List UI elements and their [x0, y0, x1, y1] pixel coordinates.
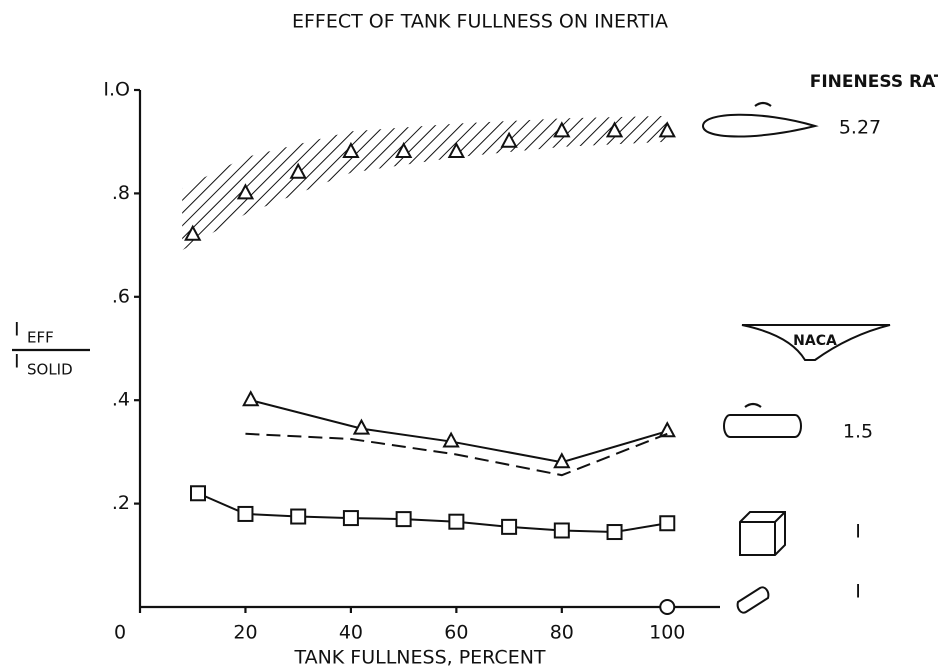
y-tick-label: I.O	[103, 79, 130, 101]
hatched-band	[182, 115, 668, 251]
series-line	[250, 399, 668, 464]
triangle-marker	[342, 141, 360, 159]
square-marker	[501, 518, 518, 535]
square-marker	[395, 511, 412, 528]
rotation-arrow	[744, 402, 762, 408]
ratio-label: I	[855, 581, 861, 603]
series-line	[245, 432, 668, 477]
cylinder-icon	[723, 414, 802, 438]
series-line	[197, 492, 668, 534]
triangle-marker	[605, 121, 624, 138]
y-label-sub: SOLID	[27, 361, 73, 379]
square-marker	[448, 513, 465, 530]
naca-icon	[741, 324, 891, 361]
triangle-marker	[658, 121, 676, 138]
triangle-marker	[442, 431, 460, 448]
triangle-marker	[500, 131, 518, 148]
naca-label: NACA	[793, 333, 837, 349]
triangle-marker	[236, 183, 255, 200]
triangle-marker	[242, 390, 260, 407]
circle-marker	[659, 599, 676, 615]
y-tick-label: .4	[112, 389, 130, 411]
y-tick-label: .2	[112, 492, 130, 514]
triangle-marker	[289, 162, 307, 179]
ratio-label: 5.27	[839, 117, 881, 139]
y-label-i: I	[14, 319, 20, 341]
small-cylinder-icon	[736, 586, 770, 614]
square-marker	[659, 515, 676, 532]
triangle-marker	[658, 421, 676, 438]
y-label-sub: EFF	[27, 329, 54, 347]
square-marker	[342, 510, 359, 527]
legend-title: FINENESS RATIO	[810, 72, 938, 92]
triangle-marker	[394, 141, 413, 159]
square-marker	[553, 522, 570, 539]
y-axis-label: I EFF I SOLID	[12, 319, 90, 379]
cube-icon	[739, 511, 786, 556]
chart-title: EFFECT OF TANK FULLNESS ON INERTIA	[292, 11, 668, 33]
ratio-label: I	[855, 521, 861, 543]
x-tick-label: 60	[444, 622, 468, 644]
triangle-marker	[447, 141, 466, 159]
x-tick-label: 20	[233, 622, 257, 644]
x-axis-label: TANK FULLNESS, PERCENT	[293, 647, 545, 669]
y-label-i: I	[14, 351, 20, 373]
square-marker	[290, 508, 307, 525]
x-tick-label: 80	[550, 622, 574, 644]
triangle-marker	[553, 121, 571, 138]
airfoil-icon	[701, 113, 819, 138]
square-marker	[237, 505, 254, 522]
x-tick-label: 0	[114, 622, 126, 644]
square-marker	[606, 524, 623, 541]
triangle-marker	[553, 452, 571, 469]
rotation-arrow	[754, 101, 772, 107]
square-marker	[190, 485, 206, 502]
triangle-marker	[184, 224, 202, 241]
x-tick-label: 40	[339, 622, 363, 644]
y-tick-label: .6	[112, 285, 130, 307]
ratio-label: 1.5	[843, 421, 873, 443]
y-tick-label: .8	[112, 182, 130, 204]
x-tick-label: 100	[649, 622, 685, 644]
triangle-marker	[352, 418, 371, 435]
